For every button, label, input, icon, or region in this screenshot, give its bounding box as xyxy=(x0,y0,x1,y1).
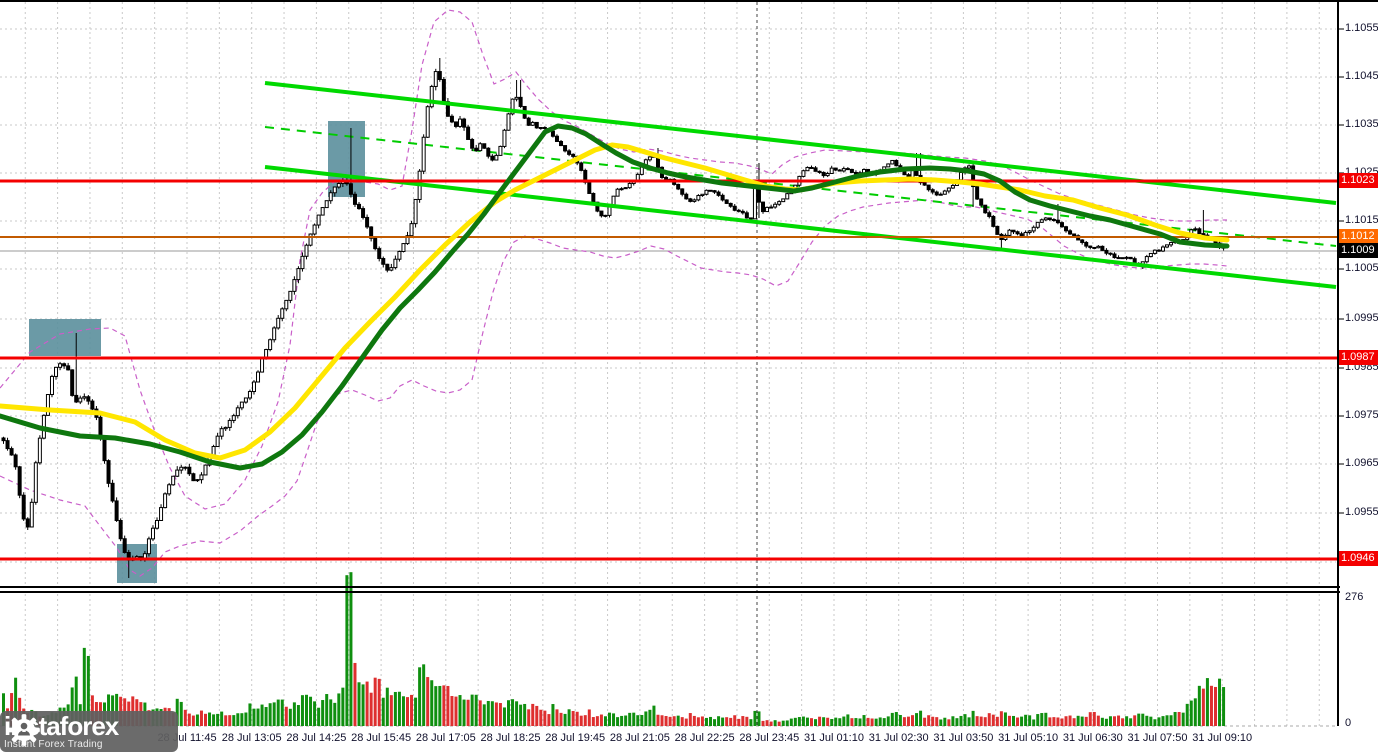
bollinger-bands xyxy=(0,9,1228,577)
moving-averages xyxy=(0,123,1230,471)
time-axis-label: 28 Jul 23:45 xyxy=(739,732,800,744)
time-axis-label: 28 Jul 21:05 xyxy=(609,732,670,744)
time-axis-label: 28 Jul 18:25 xyxy=(480,732,541,744)
price-axis-label: 1.0995 xyxy=(1345,312,1378,324)
price-axis-label: 1.1015 xyxy=(1345,214,1378,226)
time-axis-label: 31 Jul 03:50 xyxy=(933,732,994,744)
price-axis-label: 1.0965 xyxy=(1345,457,1378,469)
time-axis-label: 28 Jul 13:05 xyxy=(221,732,282,744)
time-axis-label: 31 Jul 06:30 xyxy=(1062,732,1123,744)
time-axis-label: 31 Jul 07:50 xyxy=(1127,732,1188,744)
trend-channel xyxy=(264,81,1337,289)
price-level-badge-support: 1.0946 xyxy=(1339,551,1378,566)
volume-bars xyxy=(2,572,1226,726)
grid xyxy=(0,2,1336,727)
price-level-badge-bid: 1.1009 xyxy=(1339,243,1378,258)
candles xyxy=(1,58,1226,578)
time-axis-label: 31 Jul 09:10 xyxy=(1192,732,1253,744)
bollinger-lower xyxy=(0,199,1228,577)
logo-tagline-text: Instant Forex Trading xyxy=(4,739,103,750)
highlight-zones xyxy=(29,121,365,583)
price-axis-label: 1.0955 xyxy=(1345,506,1378,518)
time-axis-label: 31 Jul 01:10 xyxy=(804,732,864,744)
price-level-badge-target: 1.1012 xyxy=(1339,229,1378,244)
time-axis-label: 31 Jul 02:30 xyxy=(868,732,929,744)
time-axis-label: 28 Jul 17:05 xyxy=(415,732,476,744)
gear-person-icon xyxy=(8,714,40,746)
time-axis-label: 28 Jul 19:45 xyxy=(545,732,606,744)
volume-zero-label: 0 xyxy=(1345,717,1352,729)
price-level-badge-support: 1.0987 xyxy=(1339,350,1378,365)
ma-slow-green xyxy=(0,123,1230,471)
price-axis-label: 1.1005 xyxy=(1345,262,1378,274)
time-axis-label: 28 Jul 14:25 xyxy=(286,732,347,744)
price-axis-label: 1.1035 xyxy=(1345,118,1378,130)
time-axis-label: 28 Jul 22:25 xyxy=(674,732,735,744)
price-axis-label: 1.1045 xyxy=(1345,70,1378,82)
volume-max-label: 276 xyxy=(1345,591,1364,603)
time-axis-label: 28 Jul 15:45 xyxy=(351,732,412,744)
instaforex-logo: instaforex Instant Forex Trading xyxy=(0,711,178,752)
level-lines xyxy=(0,179,1338,561)
price-level-badge-resistance: 1.1023 xyxy=(1339,173,1378,188)
highlight-zone xyxy=(29,319,101,356)
borders xyxy=(0,0,1378,726)
bollinger-upper xyxy=(0,9,1227,510)
ma-fast-yellow xyxy=(0,142,1230,461)
price-axis-label: 1.1055 xyxy=(1345,22,1378,34)
time-axis-label: 31 Jul 05:10 xyxy=(998,732,1059,744)
price-axis-label: 1.0975 xyxy=(1345,409,1378,421)
